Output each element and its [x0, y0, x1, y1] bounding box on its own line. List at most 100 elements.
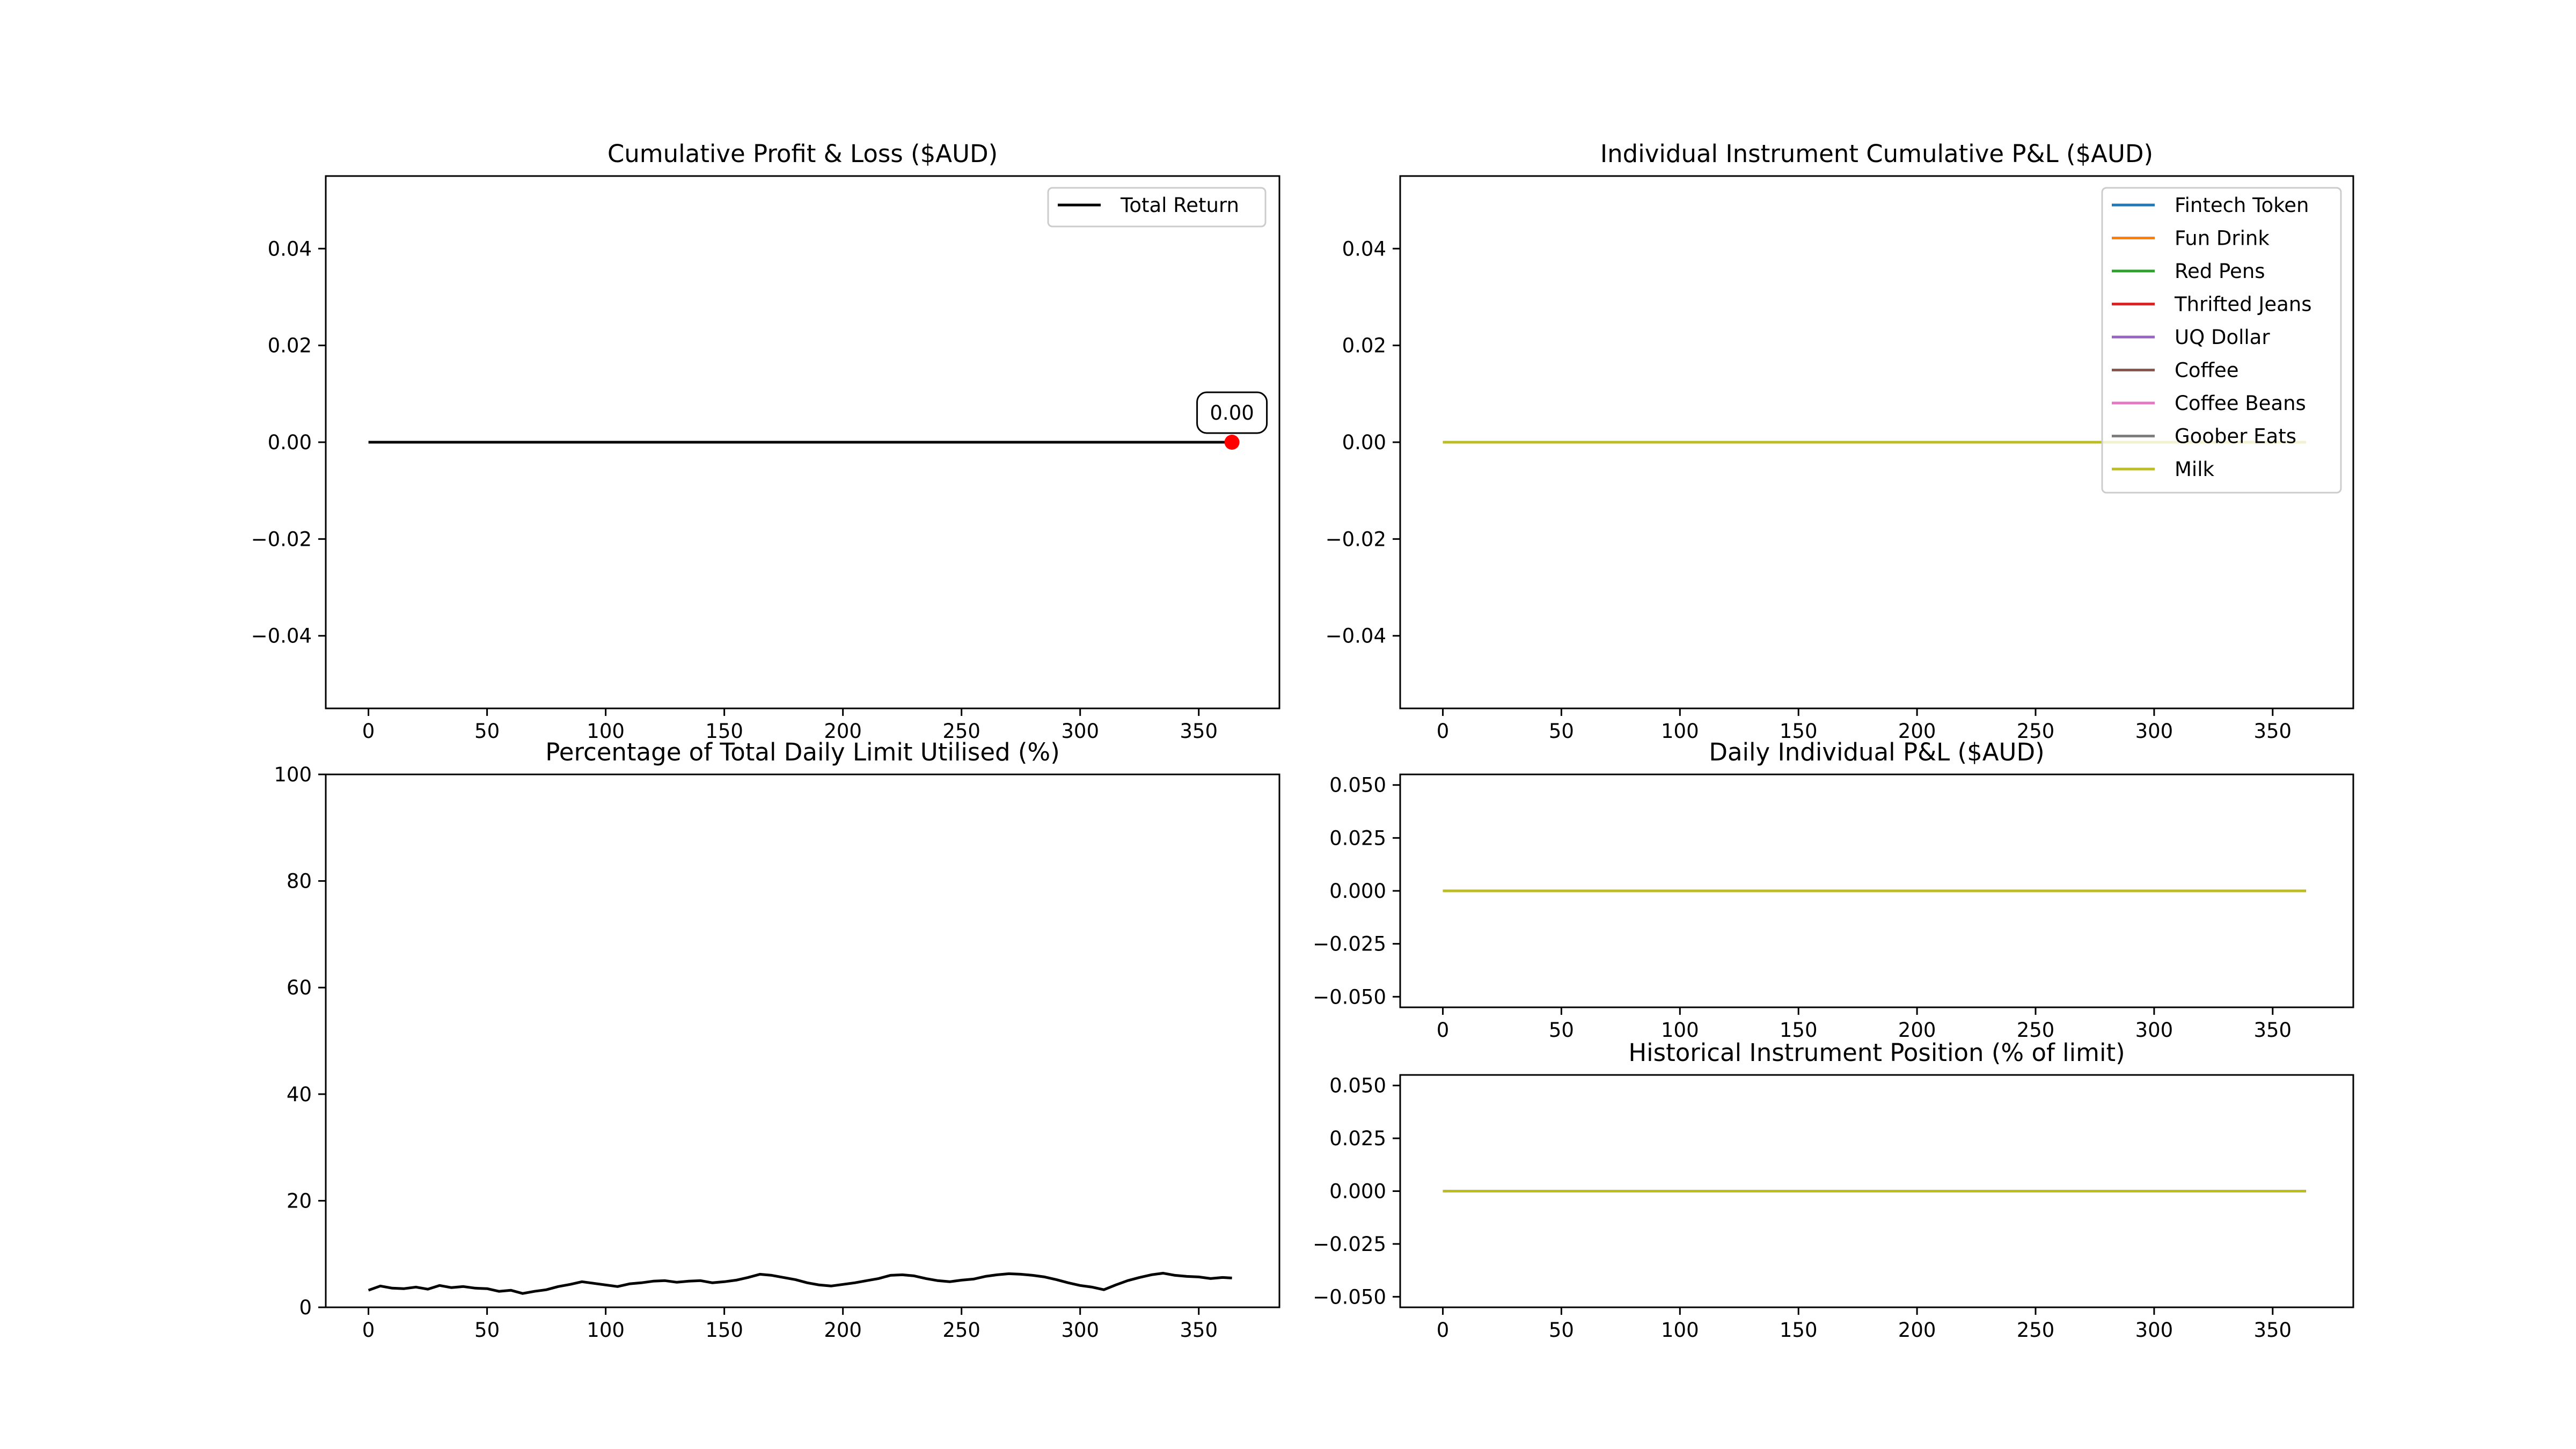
y-tick-label: 0.00 [1342, 431, 1386, 454]
x-tick-label: 100 [1661, 1019, 1699, 1042]
axes-frame [1399, 773, 2354, 1008]
legend-label: Thrifted Jeans [2174, 293, 2312, 316]
y-tick-label: −0.050 [1313, 1285, 1386, 1308]
x-tick-label: 0 [362, 1319, 375, 1342]
y-tick-label: −0.02 [251, 528, 312, 551]
x-tick-label: 100 [1661, 1319, 1699, 1342]
axes-frame [325, 773, 1280, 1308]
x-tick-label: 0 [1437, 1319, 1450, 1342]
individual-chart: Individual Instrument Cumulative P&L ($A… [1326, 140, 2354, 743]
x-tick-label: 300 [2135, 1319, 2174, 1342]
y-tick-label: 100 [274, 763, 312, 786]
legend-label: Goober Eats [2175, 425, 2296, 448]
x-tick-label: 150 [1780, 1319, 1818, 1342]
y-tick-label: 80 [287, 870, 312, 893]
x-tick-label: 250 [2017, 720, 2055, 743]
x-tick-label: 350 [1180, 1319, 1218, 1342]
x-tick-label: 200 [824, 1319, 862, 1342]
x-tick-label: 300 [2135, 1019, 2174, 1042]
y-tick-label: 40 [287, 1083, 312, 1106]
x-tick-label: 0 [362, 720, 375, 743]
series-group [368, 1271, 1232, 1295]
y-tick-label: −0.04 [1326, 625, 1386, 648]
legend: Total Return [1047, 187, 1267, 228]
y-tick-label: 20 [287, 1189, 312, 1212]
y-tick-label: 0.04 [1342, 237, 1386, 260]
axes-frame [1399, 175, 2354, 709]
legend-label: Fun Drink [2175, 227, 2270, 250]
y-tick-label: 0.04 [268, 237, 312, 260]
last-value-marker [1224, 435, 1240, 450]
x-tick-label: 200 [1898, 1019, 1936, 1042]
x-tick-label: 350 [2253, 1019, 2292, 1042]
chart-title: Cumulative Profit & Loss ($AUD) [608, 140, 998, 168]
legend-label: Coffee Beans [2175, 392, 2306, 415]
legend-label: Milk [2175, 458, 2214, 481]
legend-frame [1047, 187, 1267, 228]
chart-title: Historical Instrument Position (% of lim… [1628, 1038, 2125, 1067]
x-tick-label: 50 [1549, 1019, 1574, 1042]
chart-title: Percentage of Total Daily Limit Utilised… [545, 738, 1060, 766]
x-tick-label: 0 [1437, 720, 1450, 743]
y-tick-label: −0.02 [1326, 528, 1386, 551]
x-tick-label: 100 [587, 1319, 625, 1342]
x-tick-label: 200 [1898, 720, 1936, 743]
x-tick-label: 0 [1437, 1019, 1450, 1042]
legend-frame [2101, 187, 2342, 494]
x-tick-label: 50 [1549, 720, 1574, 743]
series-line [368, 1271, 1232, 1295]
x-tick-label: 100 [1661, 720, 1699, 743]
y-tick-label: −0.025 [1313, 1233, 1386, 1256]
y-tick-label: 0.025 [1329, 826, 1386, 850]
y-tick-label: 0.025 [1329, 1127, 1386, 1150]
x-tick-label: 200 [1898, 1319, 1936, 1342]
legend-label: UQ Dollar [2175, 326, 2270, 349]
y-tick-label: 0.00 [268, 431, 312, 454]
y-tick-label: 0.02 [1342, 334, 1386, 357]
y-tick-label: −0.04 [251, 625, 312, 648]
annotation-box [1196, 391, 1268, 434]
y-tick-label: 0.000 [1329, 1180, 1386, 1203]
x-tick-label: 150 [705, 1319, 743, 1342]
cumulative-chart: Cumulative Profit & Loss ($AUD) 0 50 100 150… [251, 140, 1280, 743]
chart-title: Daily Individual P&L ($AUD) [1709, 738, 2044, 766]
legend-label: Coffee [2175, 359, 2239, 382]
x-tick-label: 150 [1780, 1019, 1818, 1042]
chart-title: Individual Instrument Cumulative P&L ($A… [1600, 140, 2153, 168]
x-tick-label: 50 [474, 720, 500, 743]
x-tick-label: 250 [942, 1319, 980, 1342]
legend: Fintech Token Fun Drink Red Pens Thrifted J… [2101, 187, 2342, 494]
legend-label: Red Pens [2175, 260, 2265, 283]
plot-area [326, 774, 1279, 1307]
axes-frame [1399, 1074, 2354, 1308]
x-tick-label: 150 [1780, 720, 1818, 743]
x-tick-label: 100 [587, 720, 625, 743]
x-tick-label: 250 [2017, 1019, 2055, 1042]
axes-frame [325, 175, 1280, 709]
x-tick-label: 150 [705, 720, 743, 743]
x-tick-label: 250 [942, 720, 980, 743]
y-tick-label: −0.050 [1313, 985, 1386, 1008]
x-tick-label: 300 [1061, 720, 1099, 743]
x-tick-label: 300 [1061, 1319, 1099, 1342]
daily-chart: Daily Individual P&L ($AUD) 0 50 100 150 200 2… [1313, 738, 2354, 1042]
x-tick-label: 250 [2017, 1319, 2055, 1342]
annotation-label: 0.00 [1210, 401, 1254, 425]
x-tick-label: 200 [824, 720, 862, 743]
x-tick-label: 50 [474, 1319, 500, 1342]
x-tick-label: 350 [1180, 720, 1218, 743]
x-tick-label: 50 [1549, 1319, 1574, 1342]
y-tick-label: 0.02 [268, 334, 312, 357]
position-chart: Historical Instrument Position (% of lim… [1313, 1038, 2354, 1342]
y-tick-label: 0.050 [1329, 774, 1386, 797]
y-tick-label: 0 [299, 1296, 312, 1319]
x-tick-label: 300 [2135, 720, 2174, 743]
y-tick-label: 60 [287, 976, 312, 999]
utilisation-chart: Percentage of Total Daily Limit Utilised… [274, 738, 1280, 1342]
y-tick-label: −0.025 [1313, 933, 1386, 956]
y-tick-label: 0.050 [1329, 1074, 1386, 1097]
legend-label: Fintech Token [2175, 194, 2309, 217]
legend-label: Total Return [1120, 194, 1239, 217]
y-tick-label: 0.000 [1329, 880, 1386, 903]
